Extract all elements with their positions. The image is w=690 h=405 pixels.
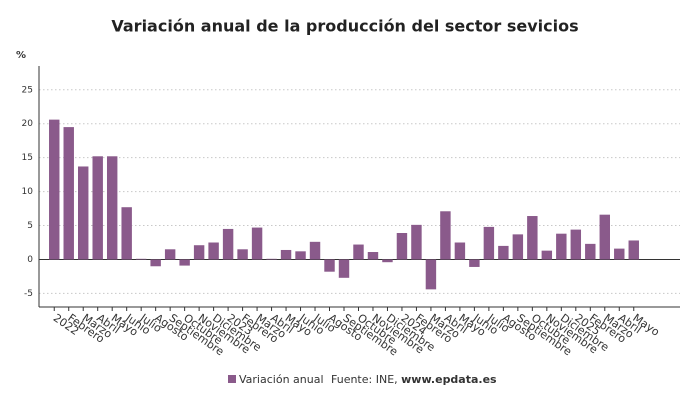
y-tick-label: 5 <box>27 221 33 231</box>
y-tick-label: -5 <box>24 289 33 299</box>
bar <box>280 249 292 260</box>
bar <box>512 234 524 260</box>
y-axis-label: % <box>16 50 26 61</box>
legend-label: Variación anual <box>239 373 324 386</box>
bar <box>179 259 190 266</box>
bar <box>164 249 176 260</box>
bar <box>266 258 277 260</box>
bar <box>106 156 118 260</box>
chart-title: Variación anual de la producción del sec… <box>111 17 578 36</box>
bar <box>585 243 596 260</box>
bar <box>309 241 321 260</box>
bar <box>382 259 393 263</box>
bar <box>237 249 248 260</box>
bar <box>251 227 263 260</box>
bar <box>295 251 306 260</box>
source-site: www.epdata.es <box>401 373 497 386</box>
bar <box>599 214 610 260</box>
y-tick-label: 10 <box>22 187 34 197</box>
bar <box>425 259 437 290</box>
bar <box>396 233 408 260</box>
bar <box>353 244 364 260</box>
bar <box>411 224 422 260</box>
bar <box>338 259 350 278</box>
bar <box>541 250 553 260</box>
bar <box>49 119 60 260</box>
y-tick-label: 0 <box>27 255 33 265</box>
source: Fuente: INE, www.epdata.es <box>331 373 497 386</box>
bar <box>527 216 538 260</box>
legend: Variación anual Fuente: INE, www.epdata.… <box>228 373 497 386</box>
bar <box>135 258 147 260</box>
bar <box>193 245 205 260</box>
bar <box>556 233 567 260</box>
bar <box>367 252 379 260</box>
bar <box>454 242 466 260</box>
y-tick-label: 15 <box>22 153 33 163</box>
source-prefix: Fuente: INE, <box>331 373 398 386</box>
legend-swatch <box>228 375 236 383</box>
y-tick-label: 20 <box>22 119 34 129</box>
bar <box>63 127 74 260</box>
bar <box>614 248 625 260</box>
bar <box>324 259 335 272</box>
y-tick-label: 25 <box>22 85 33 95</box>
bar <box>483 226 495 260</box>
bar <box>78 166 89 260</box>
bar <box>570 229 582 260</box>
bar <box>440 211 451 260</box>
bar <box>628 240 639 260</box>
bar <box>498 245 509 260</box>
bar <box>150 259 161 267</box>
bar <box>208 242 219 260</box>
bar <box>121 207 132 260</box>
bar <box>92 156 103 260</box>
bar <box>469 259 480 267</box>
bar <box>222 228 234 260</box>
